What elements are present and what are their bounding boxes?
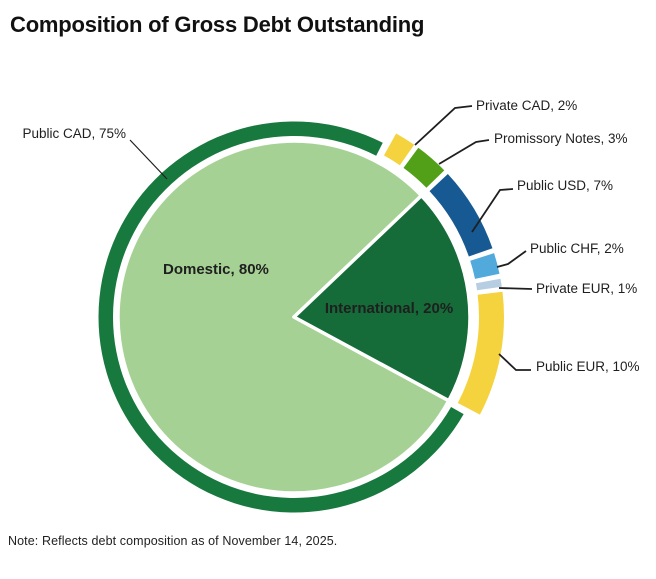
outer-slice-public-eur [457,291,505,415]
label-private-eur: Private EUR, 1% [536,281,637,296]
outer-slice-promissory-notes [403,147,445,188]
label-promissory-notes: Promissory Notes, 3% [494,131,628,146]
leader-private-cad [414,105,473,146]
label-public-chf: Public CHF, 2% [530,241,624,256]
outer-slice-public-chf [470,253,500,279]
inner-slice-international [292,193,472,403]
label-international: International, 20% [325,300,453,317]
label-public-eur: Public EUR, 10% [536,359,640,374]
outer-slice-private-cad [383,133,415,166]
leader-promissory-notes [438,139,490,165]
label-public-usd: Public USD, 7% [517,178,613,193]
label-domestic: Domestic, 80% [163,261,269,278]
leader-public-chf [496,250,527,268]
label-public-cad: Public CAD, 75% [22,126,126,141]
chart-title: Composition of Gross Debt Outstanding [10,12,425,37]
outer-slice-private-eur [475,278,502,291]
inner-slice-domestic [116,139,451,495]
leader-public-usd [471,188,514,233]
label-private-cad: Private CAD, 2% [476,98,577,113]
chart-note: Note: Reflects debt composition as of No… [8,534,338,548]
leader-public-cad [129,139,168,180]
leader-public-eur [498,353,531,371]
leader-private-eur [498,287,533,290]
outer-slice-public-usd [429,174,493,257]
